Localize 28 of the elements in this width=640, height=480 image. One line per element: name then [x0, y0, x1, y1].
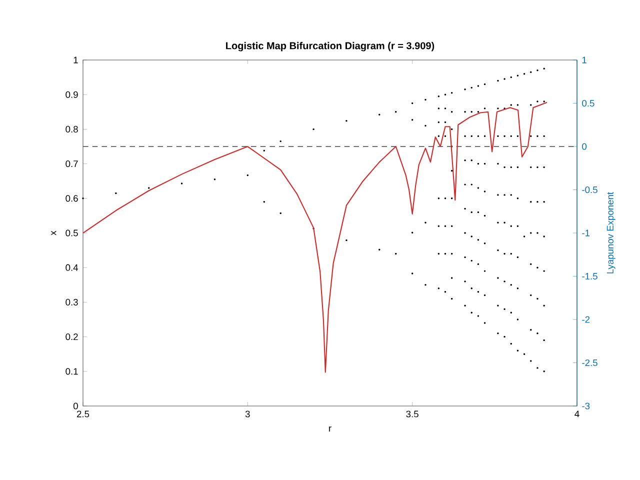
x-tick-label: 2.5: [76, 410, 90, 418]
y2-tick-label: -1: [582, 230, 590, 236]
y-tick-label: 0: [73, 402, 78, 410]
chart-title: Logistic Map Bifurcation Diagram (r = 3.909): [226, 42, 434, 52]
x-tick-label: 4: [574, 410, 580, 418]
y2-tick-label: -2.5: [582, 359, 598, 366]
y-tick-label: 0.9: [66, 91, 78, 98]
y-tick-label: 0.1: [66, 368, 78, 375]
x-tick-label: 3.5: [406, 410, 418, 418]
y2-tick-label: -3: [582, 402, 590, 410]
y-axis-title: x: [51, 230, 56, 236]
y-tick-label: 0.4: [66, 264, 78, 271]
y2-tick-label: -1.5: [582, 273, 598, 280]
y-tick-label: 0.2: [66, 334, 78, 340]
x-tick-label: 3: [245, 410, 250, 418]
y-tick-label: 0.8: [66, 126, 78, 132]
y2-tick-label: 1: [582, 56, 586, 64]
y-tick-label: 0.6: [66, 195, 78, 202]
y2-tick-label: -0.5: [582, 186, 598, 194]
x-axis-title: r: [329, 426, 332, 432]
y2-tick-label: 0: [582, 143, 587, 150]
y-tick-label: 0.5: [66, 230, 78, 236]
y2-tick-label: 0.5: [582, 100, 594, 107]
y-tick-label: 0.3: [66, 298, 78, 306]
y2-tick-label: -2: [582, 316, 590, 323]
y-tick-label: 1: [74, 56, 78, 64]
y-tick-label: 0.7: [66, 160, 78, 168]
y2-axis-title: Lyapunov Exponent: [606, 192, 616, 274]
